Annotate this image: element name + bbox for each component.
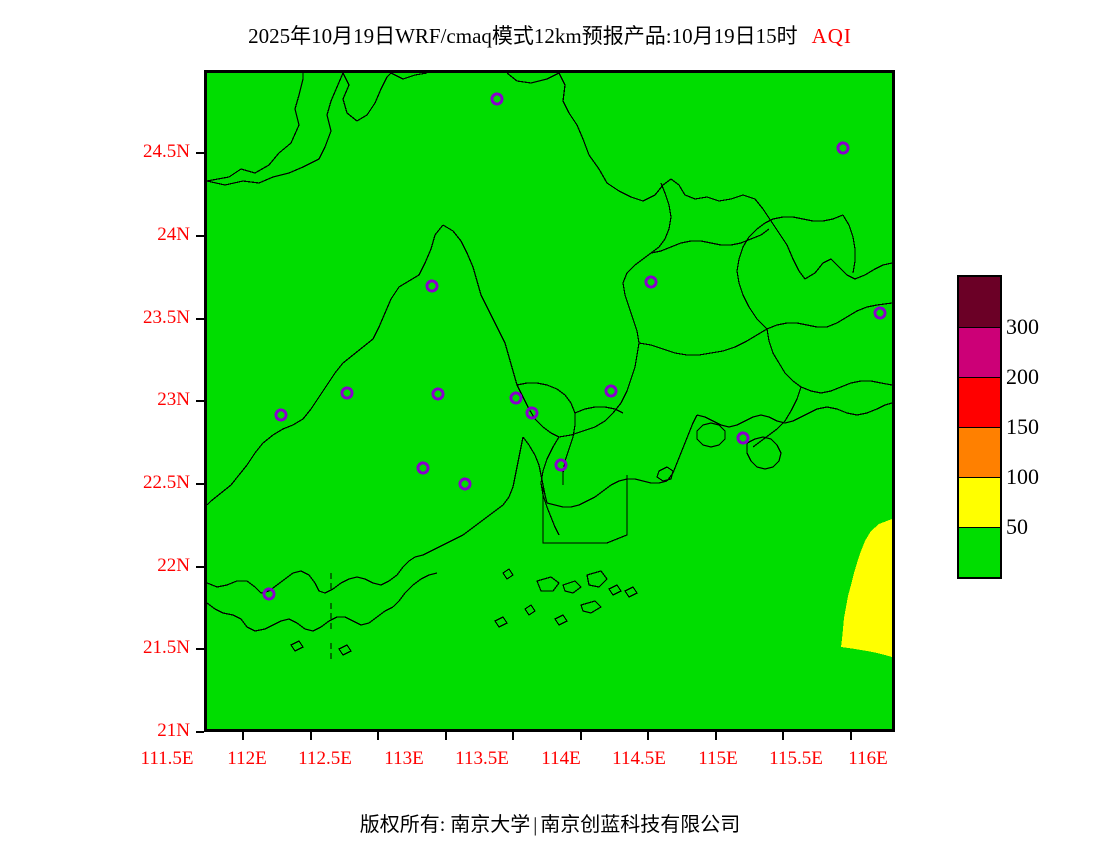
station-marker [554,458,568,472]
x-tick-mark [782,732,784,740]
y-axis-label-21n: 21N [157,720,190,741]
x-tick-mark [580,732,582,740]
y-axis-label-24-5n: 24.5N [143,141,190,162]
x-axis-label-115e: 115E [698,748,738,769]
map-boundaries [207,73,892,663]
station-marker [458,477,472,491]
x-tick-mark [377,732,379,740]
station-marker [490,92,504,106]
x-tick-mark [310,732,312,740]
y-tick-mark [196,731,204,733]
colorbar-label-200: 200 [1006,364,1039,389]
colorbar-segment-300plus[interactable] [959,277,1000,327]
station-marker [431,387,445,401]
x-axis-label-114-5e: 114.5E [612,748,666,769]
chart-title: 2025年10月19日WRF/cmaq模式12km预报产品:10月19日15时 A… [0,20,1100,50]
aqi-band-yellow [841,519,892,657]
colorbar-label-150: 150 [1006,414,1039,439]
colorbar-segment-200-300[interactable] [959,327,1000,377]
x-axis-label-115-5e: 115.5E [769,748,823,769]
x-axis-label-112-5e: 112.5E [298,748,352,769]
map-canvas [207,73,892,729]
colorbar-label-50: 50 [1006,514,1028,539]
x-axis-label-113-5e: 113.5E [455,748,509,769]
station-marker [644,275,658,289]
station-marker [274,408,288,422]
colorbar-label-300: 300 [1006,314,1039,339]
x-tick-mark [512,732,514,740]
station-marker [416,461,430,475]
y-tick-mark [196,483,204,485]
y-axis-label-22n: 22N [157,555,190,576]
station-markers [262,92,887,601]
x-tick-mark [850,732,852,740]
x-axis-label-112e: 112E [227,748,267,769]
station-marker [604,384,618,398]
x-tick-mark [242,732,244,740]
y-axis-label-23-5n: 23.5N [143,307,190,328]
y-tick-mark [196,566,204,568]
x-tick-mark [647,732,649,740]
x-tick-mark [445,732,447,740]
y-axis-label-21-5n: 21.5N [143,637,190,658]
title-variable-text: AQI [811,24,852,48]
x-axis-label-113e: 113E [384,748,424,769]
aqi-band-green [207,73,892,729]
station-marker [525,406,539,420]
colorbar-segment-150-200[interactable] [959,377,1000,427]
station-marker [340,386,354,400]
x-axis-label-114e: 114E [541,748,581,769]
colorbar-segment-100-150[interactable] [959,427,1000,477]
y-tick-mark [196,318,204,320]
y-tick-mark [196,235,204,237]
colorbar-label-100: 100 [1006,464,1039,489]
x-axis-label-116e: 116E [848,748,888,769]
station-marker [262,587,276,601]
y-axis-label-22-5n: 22.5N [143,472,190,493]
x-axis-label-111-5e: 111.5E [140,748,194,769]
footer-copyright: 版权所有: 南京大学 | 南京创蓝科技有限公司 [0,808,1100,837]
colorbar-segment-0-50[interactable] [959,527,1000,577]
station-marker [509,391,523,405]
y-tick-mark [196,400,204,402]
title-main-text: 2025年10月19日WRF/cmaq模式12km预报产品:10月19日15时 [248,24,798,48]
y-axis-label-24n: 24N [157,224,190,245]
station-marker [873,306,887,320]
footer-separator: | [533,814,538,836]
colorbar-segment-50-100[interactable] [959,477,1000,527]
y-tick-mark [196,152,204,154]
footer-company-text: 南京创蓝科技有限公司 [540,814,741,836]
station-marker [836,141,850,155]
x-tick-mark [715,732,717,740]
y-tick-mark [196,648,204,650]
map-plot-area[interactable] [204,70,895,732]
y-axis-label-23n: 23N [157,389,190,410]
aqi-colorbar[interactable] [957,275,1002,579]
station-marker [736,431,750,445]
station-marker [425,279,439,293]
footer-copyright-text: 版权所有: 南京大学 [359,814,531,836]
